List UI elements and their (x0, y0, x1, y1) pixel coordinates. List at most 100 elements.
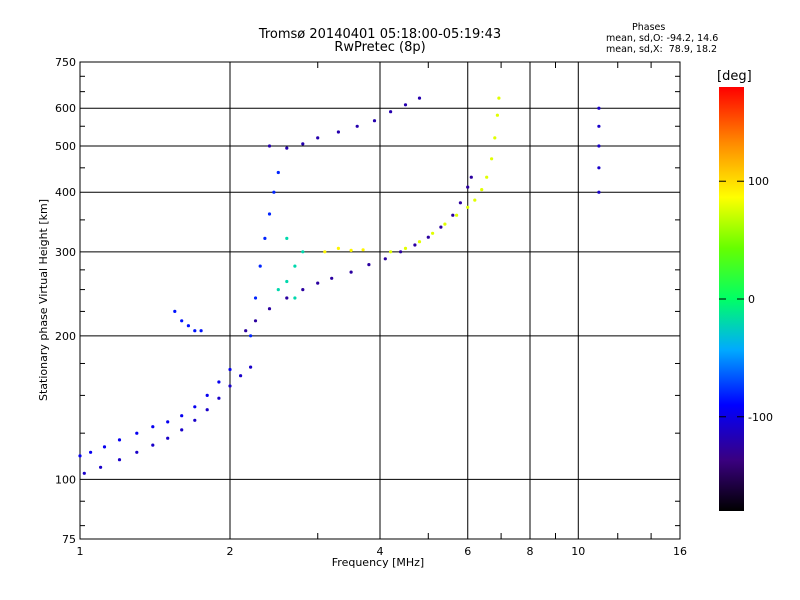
data-point (249, 365, 253, 369)
data-point (473, 198, 477, 202)
axis-ticks: 1 2 4 6 8 10 16 75 100 200 300 400 500 600 750 (55, 56, 687, 558)
y-tick-label: 750 (55, 56, 76, 69)
data-point (389, 110, 393, 114)
data-point (597, 124, 601, 128)
data-point (323, 250, 327, 254)
data-point (228, 384, 232, 388)
data-point (349, 248, 353, 252)
y-tick-label: 500 (55, 140, 76, 153)
data-point (336, 246, 340, 250)
y-tick-label: 100 (55, 473, 76, 486)
data-point (285, 146, 289, 150)
data-point (258, 264, 262, 268)
data-point (180, 414, 184, 418)
data-point (135, 450, 139, 454)
y-tick-label: 600 (55, 102, 76, 115)
data-point (431, 231, 435, 235)
data-point (205, 393, 209, 397)
data-point (597, 106, 601, 110)
data-point (597, 166, 601, 170)
data-point (439, 225, 443, 229)
x-tick-label: 6 (464, 545, 471, 558)
x-tick-label: 16 (673, 545, 687, 558)
x-tick-label: 8 (527, 545, 534, 558)
data-point (455, 213, 459, 217)
data-point (399, 250, 403, 254)
data-point (403, 246, 408, 250)
data-point (372, 119, 377, 123)
x-tick-label: 10 (571, 545, 585, 558)
data-point (166, 436, 170, 440)
data-point (186, 324, 190, 328)
data-point (117, 438, 122, 442)
data-point (480, 188, 484, 192)
data-point (285, 296, 289, 300)
data-point (267, 144, 272, 148)
data-point (199, 329, 203, 333)
data-point (78, 454, 82, 458)
data-point (443, 222, 447, 226)
data-point (466, 205, 470, 209)
data-point (276, 288, 280, 292)
stats-x-mode: mean, sd,X: 78.9, 18.2 (606, 44, 718, 55)
data-point (117, 458, 122, 462)
chart-title: Tromsø 20140401 05:18:00-05:19:43 (258, 27, 502, 42)
colorbar-tick-label: -100 (748, 411, 773, 424)
data-point (267, 212, 272, 216)
data-point (228, 367, 232, 372)
data-points (78, 96, 601, 475)
data-point (217, 380, 221, 384)
x-tick-label: 4 (377, 545, 384, 558)
x-tick-label: 2 (227, 545, 234, 558)
data-point (361, 248, 365, 252)
data-point (217, 396, 221, 400)
data-point (497, 96, 501, 100)
data-point (151, 443, 155, 447)
data-point (495, 113, 499, 117)
data-point (458, 201, 462, 205)
data-point (316, 281, 320, 285)
y-axis-label: Stationary phase Virtual Height [km] (37, 199, 50, 401)
x-axis-label: Frequency [MHz] (332, 556, 424, 569)
colorbar-unit: [deg] (717, 69, 752, 84)
data-point (417, 240, 422, 244)
stats-o-mode: mean, sd,O: -94.2, 14.6 (606, 33, 719, 44)
data-point (383, 257, 387, 261)
data-point (151, 425, 155, 429)
data-point (253, 296, 258, 300)
data-point (336, 130, 340, 134)
data-point (205, 408, 209, 412)
colorbar-tick-label: 100 (748, 175, 769, 188)
data-point (285, 279, 289, 284)
data-point (285, 236, 289, 240)
data-point (293, 264, 297, 268)
data-point (355, 124, 359, 128)
data-point (367, 263, 371, 267)
data-point (180, 319, 184, 323)
colorbar-tick-label: 0 (748, 293, 755, 306)
data-point (490, 157, 494, 161)
y-tick-label: 300 (55, 246, 76, 259)
y-tick-label: 400 (55, 186, 76, 199)
y-tick-label: 200 (55, 330, 76, 343)
data-point (253, 319, 258, 323)
data-point (330, 276, 334, 280)
data-point (263, 236, 267, 240)
data-point (301, 288, 305, 292)
data-point (99, 465, 103, 469)
data-point (469, 175, 473, 179)
data-point (597, 190, 601, 194)
data-point (193, 405, 197, 409)
x-tick-label: 1 (77, 545, 84, 558)
data-point (193, 418, 197, 422)
data-point (293, 296, 297, 300)
chart-subtitle: RwPretec (8p) (334, 40, 426, 55)
stats-heading: Phases (632, 22, 666, 33)
data-point (272, 190, 276, 194)
data-point (417, 96, 422, 100)
data-point (239, 374, 243, 378)
data-point (135, 431, 139, 435)
data-point (244, 329, 248, 333)
y-tick-label: 75 (62, 533, 76, 546)
